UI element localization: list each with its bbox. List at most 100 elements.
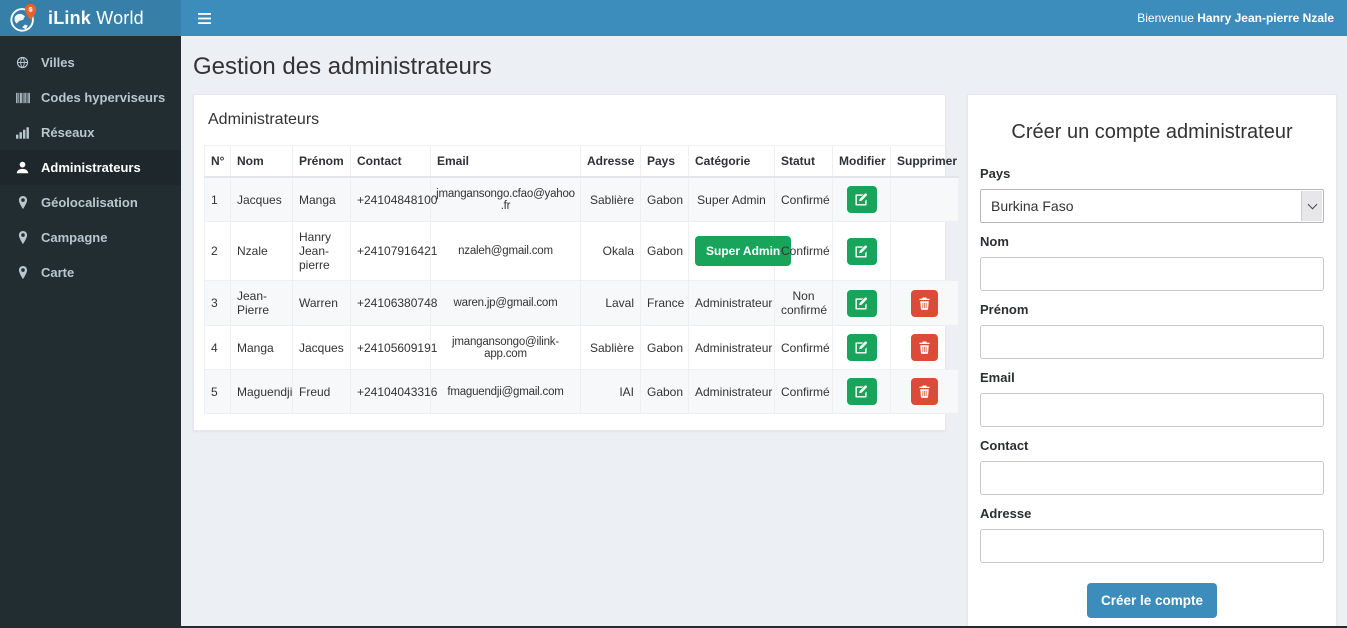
sidebar-item-geolocalisation[interactable]: Géolocalisation [0,185,181,220]
administrators-panel: Administrateurs N° Nom Prénom Contact [193,94,959,431]
cell-statut: Confirmé [774,325,833,370]
category-label: Administrateur [695,384,773,399]
map-marker-icon [15,231,30,244]
edit-pencil-square-icon [855,244,868,258]
welcome-message: Bienvenue Hanry Jean-pierre Nzale [1137,11,1334,25]
create-admin-card: Créer un compte administrateur Pays Burk… [967,94,1337,628]
col-header-prenom: Prénom [292,145,351,178]
cell-adresse: Sablière [580,176,641,222]
table-header-row: N° Nom Prénom Contact Email Adresse Pays… [204,145,959,178]
cell-supprimer [890,221,959,281]
administrators-table: N° Nom Prénom Contact Email Adresse Pays… [204,145,959,414]
sidebar-item-reseaux[interactable]: Réseaux [0,115,181,150]
cell-prenom: Manga [292,176,351,222]
cell-num: 2 [204,221,231,281]
sidebar-item-label: Administrateurs [41,160,141,175]
prenom-label: Prénom [980,302,1029,317]
col-header-pays: Pays [640,145,689,178]
cell-supprimer [890,176,959,222]
window-bottom-edge [0,626,1347,628]
email-field: Email [980,370,1324,427]
col-header-statut: Statut [774,145,833,178]
edit-button[interactable] [846,289,877,317]
col-header-adresse: Adresse [580,145,641,178]
edit-pencil-square-icon [855,296,868,310]
delete-button[interactable] [911,378,938,405]
top-navbar: Bienvenue Hanry Jean-pierre Nzale [181,0,1347,36]
cell-prenom: Jacques [292,325,351,370]
cell-statut: Confirmé [774,176,833,222]
cell-num: 3 [204,280,231,326]
hamburger-menu-icon[interactable] [181,0,228,36]
delete-button[interactable] [911,289,938,317]
cell-statut: Confirmé [774,221,833,281]
delete-button[interactable] [911,334,938,361]
top-header: $ iLink World Bienvenue Hanry Jean-pierr… [0,0,1347,36]
sidebar: Villes Codes hyperviseurs Réseaux Admini… [0,36,181,628]
cell-contact: +24107916421 [350,221,437,281]
cell-statut: Non confirmé [774,280,833,326]
email-input[interactable] [980,393,1324,427]
sidebar-item-campagne[interactable]: Campagne [0,220,181,255]
col-header-categorie: Catégorie [688,145,775,178]
adresse-label: Adresse [980,506,1032,521]
email-label: Email [980,370,1015,385]
sidebar-item-label: Réseaux [41,125,95,140]
trash-icon [919,296,930,310]
cell-supprimer [890,369,959,414]
contact-field: Contact [980,438,1324,495]
table-row: 3 Jean-Pierre Warren +24106380748 waren.… [204,280,959,326]
cell-modifier [832,369,891,414]
cell-adresse: Sablière [580,325,641,370]
edit-pencil-square-icon [855,193,868,206]
nom-input[interactable] [980,257,1324,291]
create-account-button[interactable]: Créer le compte [1086,583,1218,618]
brand-logo-area[interactable]: $ iLink World [0,0,181,36]
page-title: Gestion des administrateurs [193,53,492,80]
pays-select[interactable]: Burkina Faso [980,189,1324,223]
edit-button[interactable] [846,378,877,405]
cell-supprimer [890,325,959,370]
cell-pays: Gabon [640,325,689,370]
panel-title: Administrateurs [208,111,320,128]
content-area: Gestion des administrateurs Administrate… [181,36,1347,628]
table-row: 4 Manga Jacques +24105609191 jmangansong… [204,325,959,370]
cell-nom: Maguendji [230,369,293,414]
col-header-nom: Nom [230,145,293,178]
edit-button[interactable] [846,334,877,361]
cell-contact: +24104043316 [350,369,437,414]
user-icon [15,161,30,174]
prenom-input[interactable] [980,325,1324,359]
cell-categorie: Administrateur [688,325,775,370]
sidebar-item-label: Carte [41,265,75,280]
admin-table-body: 1 Jacques Manga +24104848100 jmangansong… [204,176,959,414]
cell-email: jmangansongo@ilink-app.com [430,325,581,370]
category-label: Administrateur [695,340,773,355]
app-title: iLink World [48,7,144,28]
trash-icon [919,385,930,398]
edit-button[interactable] [846,186,877,213]
cell-email: fmaguendji@gmail.com [430,369,581,414]
cell-modifier [832,221,891,281]
adresse-input[interactable] [980,529,1324,563]
cell-categorie: Super Admin [688,221,792,281]
cell-contact: +24104848100 [350,176,437,222]
cell-prenom: Hanry Jean-pierre [292,221,351,281]
edit-button[interactable] [846,237,877,265]
contact-input[interactable] [980,461,1324,495]
cell-email: nzaleh@gmail.com [430,221,581,281]
cell-num: 5 [204,369,231,414]
barcode-icon [15,92,30,104]
col-header-num: N° [204,145,231,178]
cell-categorie: Administrateur [688,369,775,414]
sidebar-item-villes[interactable]: Villes [0,45,181,80]
pays-field: Pays Burkina Faso [980,166,1324,223]
svg-text:$: $ [29,7,33,14]
adresse-field: Adresse [980,506,1324,563]
cell-email: jmangansongo.cfao@yahoo.fr [430,176,581,222]
sidebar-item-codes-hyperviseurs[interactable]: Codes hyperviseurs [0,80,181,115]
sidebar-item-label: Géolocalisation [41,195,138,210]
sidebar-item-carte[interactable]: Carte [0,255,181,290]
table-row: 2 Nzale Hanry Jean-pierre +24107916421 n… [204,221,959,281]
sidebar-item-administrateurs[interactable]: Administrateurs [0,150,181,185]
